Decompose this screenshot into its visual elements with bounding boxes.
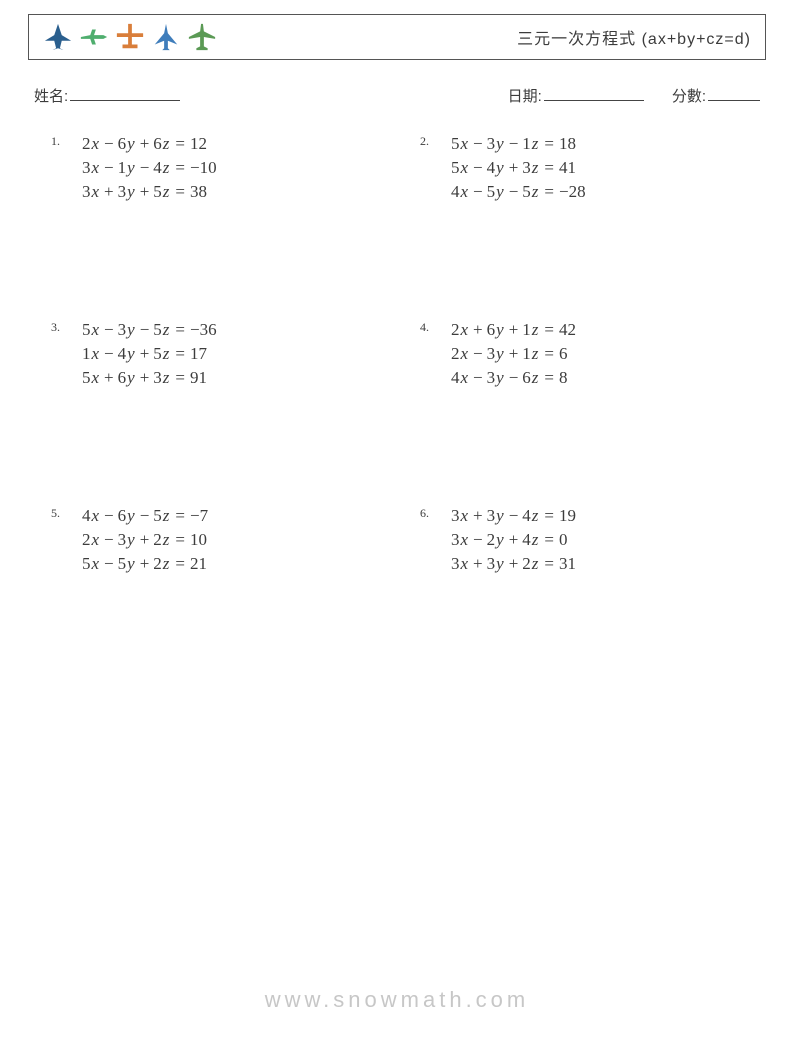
equation: 4x−5y−5z=−28 [451,182,586,202]
name-field-blank[interactable] [70,82,180,101]
equation: 5x+6y+3z=91 [82,368,217,388]
plane-icon [187,22,217,52]
equation: 5x−5y+2z=21 [82,554,208,574]
equation-set: 2x+6y+1z=42 2x−3y+1z=6 4x−3y−6z=8 [439,320,576,388]
problem: 2. 5x−3y−1z=18 5x−4y+3z=41 4x−5y−5z=−28 [397,134,766,202]
date-field: 日期: [508,82,644,106]
info-line: 姓名: 日期: 分數: [28,82,766,106]
equation: 4x−6y−5z=−7 [82,506,208,526]
problem: 4. 2x+6y+1z=42 2x−3y+1z=6 4x−3y−6z=8 [397,320,766,388]
equation: 3x+3y+2z=31 [451,554,576,574]
problem-number: 1. [28,134,70,149]
equation: 3x−2y+4z=0 [451,530,576,550]
equation: 2x−6y+6z=12 [82,134,217,154]
equation-set: 5x−3y−5z=−36 1x−4y+5z=17 5x+6y+3z=91 [70,320,217,388]
problem: 5. 4x−6y−5z=−7 2x−3y+2z=10 5x−5y+2z=21 [28,506,397,574]
equation-set: 5x−3y−1z=18 5x−4y+3z=41 4x−5y−5z=−28 [439,134,586,202]
equation: 5x−3y−1z=18 [451,134,586,154]
score-field-blank[interactable] [708,82,760,101]
score-field: 分數: [672,82,760,106]
equation-set: 4x−6y−5z=−7 2x−3y+2z=10 5x−5y+2z=21 [70,506,208,574]
date-field-blank[interactable] [544,82,644,101]
equation: 2x+6y+1z=42 [451,320,576,340]
header-box: 三元一次方程式 (ax+by+cz=d) [28,14,766,60]
name-field: 姓名: [34,82,180,106]
problem-number: 4. [397,320,439,335]
equation-set: 3x+3y−4z=19 3x−2y+4z=0 3x+3y+2z=31 [439,506,576,574]
plane-icon [43,22,73,52]
equation: 2x−3y+1z=6 [451,344,576,364]
equation: 3x+3y+5z=38 [82,182,217,202]
equation: 5x−4y+3z=41 [451,158,586,178]
plane-icon [115,22,145,52]
problem-number: 5. [28,506,70,521]
equation: 4x−3y−6z=8 [451,368,576,388]
problem: 1. 2x−6y+6z=12 3x−1y−4z=−10 3x+3y+5z=38 [28,134,397,202]
equation: 1x−4y+5z=17 [82,344,217,364]
equation: 3x+3y−4z=19 [451,506,576,526]
problem-number: 6. [397,506,439,521]
equation: 5x−3y−5z=−36 [82,320,217,340]
equation: 2x−3y+2z=10 [82,530,208,550]
problem-number: 3. [28,320,70,335]
equation: 3x−1y−4z=−10 [82,158,217,178]
score-field-label: 分數: [672,85,706,106]
worksheet-title: 三元一次方程式 (ax+by+cz=d) [517,25,751,49]
plane-icons [43,22,217,52]
problems: 1.2x−6y+6z=123x−1y−4z=−103x+3y+5z=382.5x… [28,134,766,574]
plane-icon [151,22,181,52]
plane-icon [79,22,109,52]
problem-number: 2. [397,134,439,149]
problem: 3. 5x−3y−5z=−36 1x−4y+5z=17 5x+6y+3z=91 [28,320,397,388]
problem: 6. 3x+3y−4z=19 3x−2y+4z=0 3x+3y+2z=31 [397,506,766,574]
date-field-label: 日期: [508,85,542,106]
equation-set: 2x−6y+6z=12 3x−1y−4z=−10 3x+3y+5z=38 [70,134,217,202]
name-field-label: 姓名: [34,85,68,106]
watermark: www.snowmath.com [0,987,794,1013]
